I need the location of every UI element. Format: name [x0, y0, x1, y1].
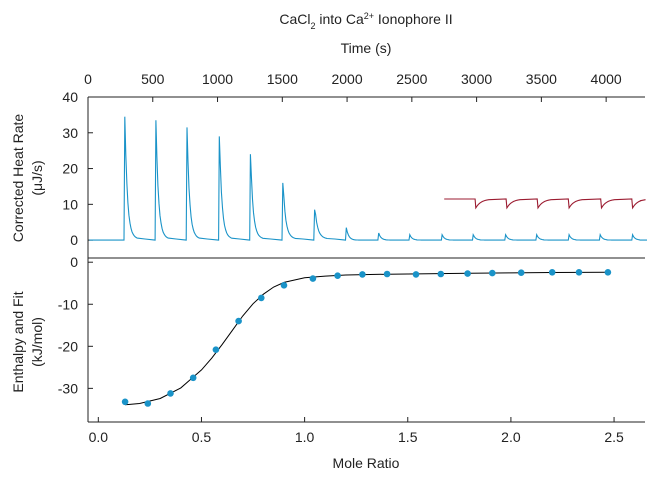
bottom-series — [121, 269, 612, 407]
bottom-y-tick-label: 0 — [70, 254, 78, 270]
enthalpy-point — [489, 269, 496, 277]
top-panel: 0 500 1000 1500 2000 2500 3000 3500 4000 0 10 20 30… — [10, 71, 647, 259]
enthalpy-point — [258, 294, 265, 302]
top-y-axis-title-line2: (μJ/s) — [29, 160, 45, 195]
bottom-y-axis-title-line2: (kJ/mol) — [29, 317, 45, 367]
enthalpy-point — [121, 398, 129, 406]
top-x-tick-label: 1000 — [202, 71, 233, 87]
top-x-tick-label: 2500 — [396, 71, 427, 87]
top-y-tick-label: 0 — [70, 232, 78, 248]
enthalpy-point — [383, 270, 391, 278]
top-x-tick-label: 0 — [84, 71, 92, 87]
enthalpy-point — [517, 269, 525, 277]
enthalpy-point — [604, 269, 612, 276]
fit-curve — [125, 271, 608, 406]
top-y-tick-label: 20 — [62, 161, 78, 177]
top-x-tick-label: 2000 — [331, 71, 362, 87]
enthalpy-point — [575, 269, 583, 276]
top-y-tick-label: 10 — [62, 196, 78, 212]
bottom-x-tick-label: 1.5 — [398, 429, 418, 445]
top-x-tick-label: 3500 — [526, 71, 557, 87]
enthalpy-point — [280, 282, 288, 289]
top-y-tick-label: 40 — [62, 89, 78, 105]
chart-title: CaCl2 into Ca2+ Ionophore II — [279, 11, 452, 31]
top-x-axis-title: Time (s) — [341, 40, 392, 56]
enthalpy-point — [548, 269, 556, 276]
enthalpy-point — [437, 270, 445, 278]
enthalpy-point — [412, 271, 420, 278]
enthalpy-point — [309, 275, 317, 282]
bottom-y-tick-label: -10 — [58, 296, 78, 312]
top-x-ticks: 0 500 1000 1500 2000 2500 3000 3500 4000 — [84, 71, 622, 102]
enthalpy-point — [189, 374, 197, 382]
bottom-x-tick-label: 2.5 — [604, 429, 624, 445]
top-x-tick-label: 1500 — [267, 71, 298, 87]
bottom-x-tick-label: 2.0 — [501, 429, 521, 445]
bottom-x-tick-label: 1.0 — [295, 429, 315, 445]
bottom-y-axis-title-line1: Enthalpy and Fit — [10, 291, 26, 392]
enthalpy-point — [359, 271, 366, 278]
bottom-y-tick-label: -20 — [58, 338, 78, 354]
top-x-tick-label: 4000 — [591, 71, 622, 87]
bottom-x-axis-title: Mole Ratio — [333, 455, 400, 471]
bottom-x-tick-label: 0.0 — [89, 429, 109, 445]
thermogram-line-2 — [444, 198, 646, 210]
top-y-tick-label: 30 — [62, 125, 78, 141]
top-y-ticks: 0 10 20 30 40 — [62, 89, 93, 248]
bottom-y-ticks: 0 -10 -20 -30 — [58, 254, 93, 396]
enthalpy-point — [167, 390, 174, 397]
top-y-axis-title-line1: Corrected Heat Rate — [10, 114, 26, 243]
top-x-tick-label: 500 — [141, 71, 165, 87]
enthalpy-point — [464, 270, 471, 277]
thermogram-line-1 — [89, 116, 647, 241]
bottom-y-tick-label: -30 — [58, 380, 78, 396]
bottom-x-ticks: 0.0 0.5 1.0 1.5 2.0 2.5 — [89, 417, 624, 445]
top-series — [89, 116, 647, 241]
top-x-tick-label: 3000 — [461, 71, 492, 87]
bottom-x-tick-label: 0.5 — [192, 429, 212, 445]
enthalpy-point — [334, 272, 341, 280]
enthalpy-point — [212, 346, 220, 354]
bottom-panel: 0.0 0.5 1.0 1.5 2.0 2.5 0 -10 -20 -30 Mole Ratio… — [10, 254, 645, 471]
enthalpy-point — [235, 317, 242, 325]
enthalpy-point — [144, 400, 152, 407]
